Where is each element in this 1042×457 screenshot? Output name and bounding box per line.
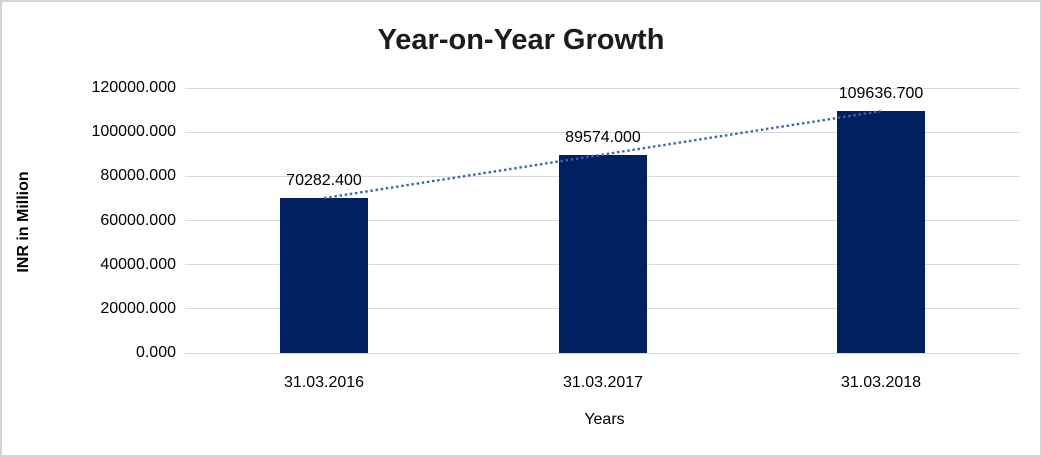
- x-axis-title: Years: [584, 411, 625, 428]
- bar: [837, 111, 925, 353]
- y-axis-title: INR in Million: [15, 171, 32, 273]
- x-tick-label: 31.03.2018: [840, 374, 922, 391]
- x-tick-label: 31.03.2016: [283, 374, 365, 391]
- y-tick-label: 120000.000: [91, 79, 176, 96]
- bar: [280, 198, 368, 353]
- y-tick-label: 40000.000: [100, 255, 176, 273]
- y-tick-label: 60000.000: [100, 211, 176, 229]
- bar-data-label: 109636.700: [838, 85, 924, 102]
- gridline: [185, 87, 1020, 89]
- y-tick-label: 100000.000: [91, 123, 176, 141]
- bar-data-label: 89574.000: [565, 129, 641, 146]
- gridline: [185, 352, 1020, 354]
- gridline: [185, 131, 1020, 133]
- bar-data-label: 70282.400: [286, 172, 362, 189]
- y-tick-label: 80000.000: [100, 167, 176, 185]
- y-tick-label: 20000.000: [100, 299, 176, 317]
- bar: [559, 155, 647, 353]
- trendline: [323, 109, 882, 200]
- x-tick-label: 31.03.2017: [562, 374, 644, 391]
- trendline-svg: [323, 109, 882, 200]
- y-tick-label: 0.000: [135, 344, 176, 361]
- chart-title: Year-on-Year Growth: [377, 24, 665, 56]
